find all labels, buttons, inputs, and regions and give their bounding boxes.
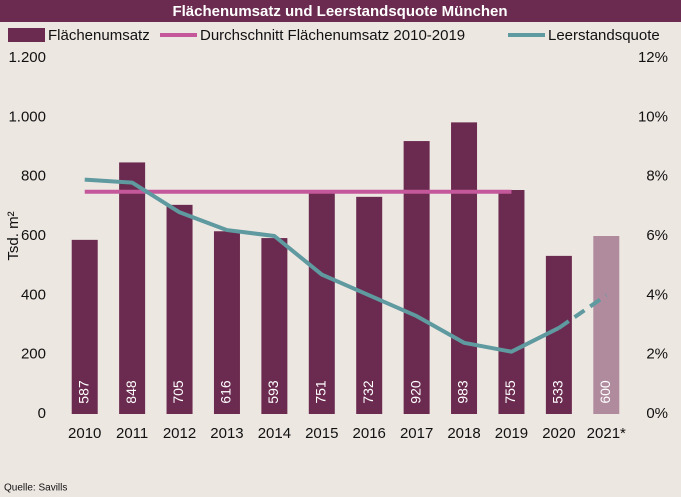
bar	[545, 255, 572, 414]
y-tick-label: 600	[21, 227, 46, 244]
y-tick-label: 200	[21, 346, 46, 363]
x-tick-label: 2011	[116, 425, 148, 442]
x-tick-label: 2021*	[587, 425, 626, 442]
bar-value-label: 705	[170, 380, 186, 404]
bar	[593, 236, 620, 414]
y2-tick-label: 6%	[646, 227, 668, 244]
y-tick-label: 800	[21, 168, 46, 185]
x-tick-label: 2018	[447, 425, 480, 442]
chart-title: Flächenumsatz und Leerstandsquote Münche…	[172, 3, 507, 20]
bar	[119, 162, 146, 414]
y-tick-label: 1.200	[8, 49, 46, 66]
bar	[71, 239, 98, 414]
x-tick-label: 2012	[163, 425, 196, 442]
bar	[261, 238, 288, 414]
source: Quelle: Savills	[4, 483, 67, 494]
y2-tick-label: 10%	[638, 108, 668, 125]
bar-value-label: 600	[597, 380, 613, 404]
bar	[166, 204, 193, 414]
bar-value-label: 593	[265, 380, 281, 404]
bar-value-label: 732	[360, 380, 376, 404]
bar-value-label: 587	[75, 380, 91, 404]
x-tick-label: 2015	[305, 425, 338, 442]
bar-value-label: 920	[407, 380, 423, 404]
x-tick-label: 2013	[210, 425, 243, 442]
bar	[451, 122, 478, 415]
bar-value-label: 983	[455, 380, 471, 404]
y2-tick-label: 0%	[646, 405, 668, 422]
bar-value-label: 533	[550, 380, 566, 404]
line	[84, 177, 560, 354]
y-tick-label: 400	[21, 286, 46, 303]
legend-label: Leerstandsquote	[548, 27, 660, 44]
y2-tick-label: 12%	[638, 49, 668, 66]
bar	[213, 231, 240, 414]
y-tick-label: 1.000	[8, 108, 46, 125]
x-tick-label: 2014	[258, 425, 291, 442]
y2-tick-label: 2%	[646, 346, 668, 363]
line	[557, 293, 608, 330]
bar-value-label: 751	[312, 380, 328, 404]
bar-value-label: 848	[123, 380, 139, 404]
legend-label: Flächenumsatz	[48, 27, 150, 44]
y2-tick-label: 4%	[646, 286, 668, 303]
bar	[403, 141, 430, 415]
bar-value-label: 616	[218, 380, 234, 404]
y-tick-label: 0	[38, 405, 46, 422]
x-tick-label: 2019	[495, 425, 528, 442]
y-axis-label: Tsd. m²	[5, 211, 22, 260]
legend-label: Durchschnitt Flächenumsatz 2010-2019	[200, 27, 465, 44]
bar	[356, 196, 383, 414]
x-tick-label: 2010	[68, 425, 101, 442]
legend-swatch	[8, 28, 45, 42]
x-tick-label: 2016	[353, 425, 386, 442]
x-tick-label: 2020	[542, 425, 575, 442]
title-bar	[0, 0, 681, 22]
x-tick-label: 2017	[400, 425, 433, 442]
bar	[498, 190, 525, 414]
y2-tick-label: 8%	[646, 168, 668, 185]
bar	[308, 191, 335, 414]
bar-value-label: 755	[502, 380, 518, 404]
